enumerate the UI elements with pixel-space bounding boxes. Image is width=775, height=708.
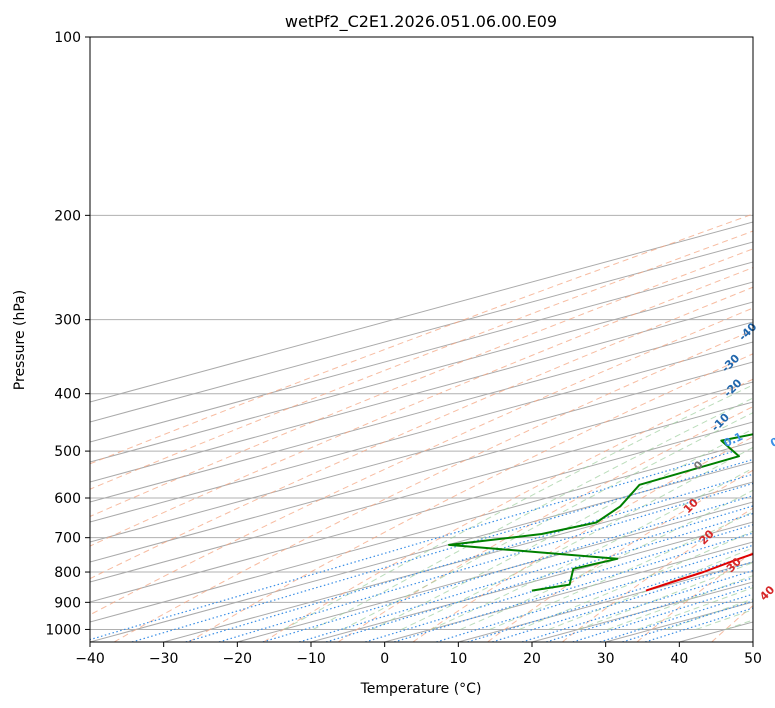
axes: −40 −30 −20 −10 0 10 20 30 40 50 100 200 300 400 500 60… xyxy=(45,30,762,667)
background-lines xyxy=(90,37,753,642)
x-tick-label: 50 xyxy=(744,651,762,667)
isotherm-line xyxy=(163,481,753,642)
isotherm-line xyxy=(90,221,753,403)
y-tick-label: 800 xyxy=(54,565,81,581)
dewpoint-series-line xyxy=(448,433,753,592)
plot-frame xyxy=(89,36,754,643)
y-axis-label: Pressure (hPa) xyxy=(12,290,28,390)
moist-adiabat-line xyxy=(371,428,753,630)
dry-adiabat-line xyxy=(113,329,753,642)
moist-adiabat-line xyxy=(312,397,753,630)
isotherm-line xyxy=(90,461,753,642)
dry-adiabat-line xyxy=(90,267,753,547)
mixing-ratio-label: 0.2 xyxy=(768,430,775,450)
x-tick-label: 40 xyxy=(670,651,688,667)
moist-adiabat-line xyxy=(401,446,753,630)
isotherm-line xyxy=(90,421,753,603)
dry-adiabat-line xyxy=(263,378,753,642)
chart-title: wetPf2_C2E1.2026.051.06.00.E09 xyxy=(285,12,557,32)
isotherm-line xyxy=(90,281,753,463)
isotherm-line xyxy=(90,321,753,503)
dry-adiabat-line xyxy=(487,469,753,642)
dry-adiabat-line xyxy=(188,353,753,642)
isotherm-line xyxy=(90,241,753,423)
x-tick-label: 30 xyxy=(597,651,615,667)
mixing-ratio-line xyxy=(131,458,753,642)
x-tick-label: 10 xyxy=(449,651,467,667)
dry-adiabat-line xyxy=(412,436,753,642)
x-tick-label: −40 xyxy=(75,651,105,667)
moist-adiabat-line xyxy=(342,412,753,630)
mixing-ratio-line xyxy=(325,512,753,642)
dry-adiabat-line xyxy=(337,406,753,642)
mixing-ratio-line xyxy=(394,532,753,642)
y-tick-label: 700 xyxy=(54,531,81,547)
isotherm-line xyxy=(310,521,753,642)
mixing-ratio-line xyxy=(262,495,753,642)
y-tick-label: 300 xyxy=(54,313,81,329)
y-tick-label: 1000 xyxy=(45,622,81,638)
inline-line-labels: -100-90-80-70-60-50-40-30-20-10010203040… xyxy=(681,320,775,603)
y-tick-label: 500 xyxy=(54,444,81,460)
isotherm-line xyxy=(90,301,753,483)
y-tick-label: 200 xyxy=(54,208,81,224)
moist-adiabat-line xyxy=(519,530,753,630)
x-tick-label: −10 xyxy=(296,651,326,667)
isotherm-line xyxy=(90,441,753,623)
y-tick-label: 100 xyxy=(54,30,81,46)
moist-adiabat-line xyxy=(283,384,753,630)
dry-adiabat-line xyxy=(90,213,753,465)
moist-adiabat-line xyxy=(430,467,753,630)
x-axis-label: Temperature (°C) xyxy=(360,681,482,697)
mixing-ratio-line xyxy=(365,524,753,642)
x-tick-label: 0 xyxy=(380,651,389,667)
x-tick-label: −30 xyxy=(149,651,179,667)
dry-adiabat-line xyxy=(90,286,753,580)
dry-adiabat-line xyxy=(90,307,753,616)
y-tick-label: 400 xyxy=(54,387,81,403)
x-tick-label: −20 xyxy=(223,651,253,667)
isotherm-line xyxy=(90,401,753,583)
isotherm-line xyxy=(90,361,753,543)
isotherm-line xyxy=(90,261,753,443)
moist-adiabat-line xyxy=(607,575,753,630)
isotherm-line xyxy=(237,501,753,642)
y-tick-label: 600 xyxy=(54,491,81,507)
x-tick-label: 20 xyxy=(523,651,541,667)
y-tick-label: 900 xyxy=(54,595,81,611)
mixing-ratio-line xyxy=(467,553,753,642)
mixing-ratio-line xyxy=(436,544,753,642)
sounding-series xyxy=(448,433,753,592)
mixing-ratio-line xyxy=(185,473,753,642)
